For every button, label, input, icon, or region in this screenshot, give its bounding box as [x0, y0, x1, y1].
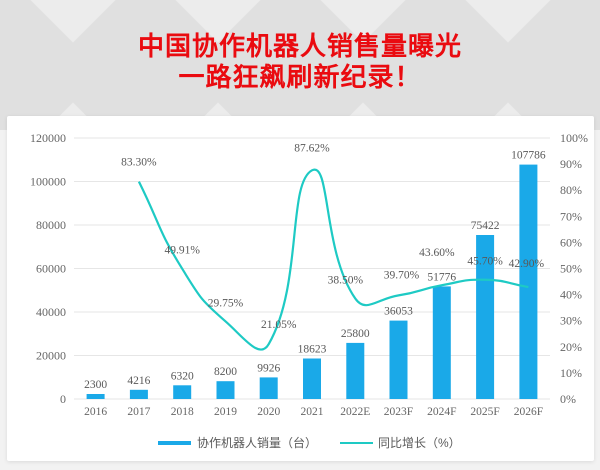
svg-text:9926: 9926: [257, 362, 280, 374]
svg-text:2019: 2019: [214, 406, 237, 418]
svg-text:83.30%: 83.30%: [121, 157, 157, 169]
svg-text:2023F: 2023F: [384, 406, 413, 418]
svg-text:50%: 50%: [560, 262, 582, 276]
svg-text:45.70%: 45.70%: [467, 256, 503, 268]
svg-text:20000: 20000: [36, 349, 66, 363]
svg-text:0%: 0%: [560, 392, 576, 406]
svg-text:120000: 120000: [30, 131, 66, 145]
svg-text:2021: 2021: [301, 406, 324, 418]
svg-text:2022E: 2022E: [340, 406, 370, 418]
svg-text:100%: 100%: [560, 131, 588, 145]
svg-text:80%: 80%: [560, 183, 582, 197]
svg-text:2016: 2016: [84, 406, 107, 418]
svg-text:100000: 100000: [30, 175, 66, 189]
svg-text:40%: 40%: [560, 288, 582, 302]
svg-text:2020: 2020: [257, 406, 280, 418]
svg-text:10%: 10%: [560, 366, 582, 380]
svg-text:协作机器人销量（台）: 协作机器人销量（台）: [197, 435, 317, 450]
svg-text:38.50%: 38.50%: [328, 275, 364, 287]
svg-text:49.91%: 49.91%: [164, 245, 200, 257]
svg-text:0: 0: [60, 392, 66, 406]
svg-text:29.75%: 29.75%: [208, 297, 244, 309]
svg-text:2018: 2018: [171, 406, 194, 418]
svg-text:8200: 8200: [214, 366, 237, 378]
svg-text:同比增长（%）: 同比增长（%）: [378, 436, 461, 450]
svg-text:70%: 70%: [560, 209, 582, 223]
svg-text:4216: 4216: [127, 375, 150, 387]
svg-text:51776: 51776: [427, 271, 456, 283]
svg-text:2017: 2017: [127, 406, 150, 418]
svg-text:87.62%: 87.62%: [294, 142, 330, 154]
svg-text:75422: 75422: [471, 220, 500, 232]
svg-text:2026F: 2026F: [514, 406, 543, 418]
svg-text:90%: 90%: [560, 157, 582, 171]
svg-text:20%: 20%: [560, 340, 582, 354]
svg-text:60%: 60%: [560, 235, 582, 249]
svg-text:2300: 2300: [84, 379, 107, 391]
svg-text:36053: 36053: [384, 306, 413, 318]
svg-text:80000: 80000: [36, 218, 66, 232]
svg-text:18623: 18623: [298, 344, 327, 356]
svg-text:2025F: 2025F: [470, 406, 499, 418]
svg-text:39.70%: 39.70%: [384, 269, 420, 281]
svg-text:43.60%: 43.60%: [419, 247, 455, 259]
svg-text:60000: 60000: [36, 262, 66, 276]
svg-text:6320: 6320: [171, 370, 194, 382]
svg-text:2024F: 2024F: [427, 406, 456, 418]
svg-text:21.05%: 21.05%: [261, 319, 297, 331]
svg-text:107786: 107786: [511, 150, 546, 162]
svg-text:25800: 25800: [341, 328, 370, 340]
svg-text:42.90%: 42.90%: [509, 258, 545, 270]
svg-text:40000: 40000: [36, 305, 66, 319]
svg-text:30%: 30%: [560, 314, 582, 328]
